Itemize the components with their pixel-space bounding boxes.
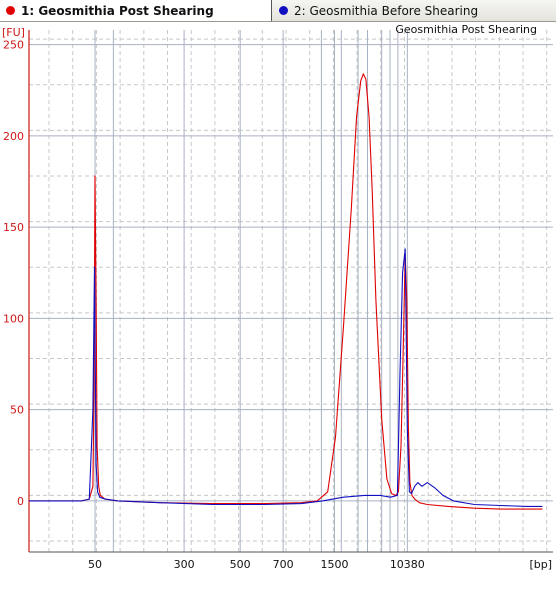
x-axis-label: [bp]	[529, 558, 552, 571]
x-tick-label: 700	[273, 558, 294, 571]
tab-sample-2-label: 2: Geosmithia Before Shearing	[294, 3, 479, 18]
sample-2-color-dot	[279, 6, 288, 15]
dashed-grid	[29, 30, 553, 552]
electropherogram: 0 50 100 150 200 250 50 300 500 700 1500 10380 [FU] […	[0, 22, 556, 586]
tab-sample-1-label: 1: Geosmithia Post Shearing	[21, 3, 214, 18]
sample-1-color-dot	[6, 6, 15, 15]
chart-background	[0, 22, 556, 586]
x-tick-label: 300	[174, 558, 195, 571]
x-tick-label: 500	[230, 558, 251, 571]
y-tick-label: 50	[10, 404, 24, 417]
series-line-2	[29, 248, 543, 507]
tab-sample-2[interactable]: 2: Geosmithia Before Shearing	[273, 0, 556, 21]
axis-labels: 0 50 100 150 200 250 50 300 500 700 1500 10380 [FU] […	[2, 23, 552, 571]
x-tick-label: 1500	[320, 558, 348, 571]
x-tick-label: 50	[88, 558, 102, 571]
y-tick-label: 0	[17, 495, 24, 508]
x-tick-label: 10380	[390, 558, 425, 571]
ladder-lines	[94, 30, 408, 552]
y-gridlines	[29, 44, 553, 502]
sample-tabbar: 1: Geosmithia Post Shearing 2: Geosmithi…	[0, 0, 556, 22]
chart-title: Geosmithia Post Shearing	[395, 23, 537, 36]
electropherogram-svg: 0 50 100 150 200 250 50 300 500 700 1500 10380 [FU] […	[0, 22, 556, 586]
y-tick-label: 150	[3, 221, 24, 234]
y-tick-label: 200	[3, 130, 24, 143]
series-line-1	[29, 73, 543, 510]
tab-sample-1[interactable]: 1: Geosmithia Post Shearing	[0, 0, 272, 21]
y-tick-label: 250	[3, 39, 24, 52]
axes	[28, 30, 553, 553]
series-group	[29, 73, 543, 510]
y-axis-label: [FU]	[2, 26, 25, 39]
y-tick-label: 100	[3, 312, 24, 325]
